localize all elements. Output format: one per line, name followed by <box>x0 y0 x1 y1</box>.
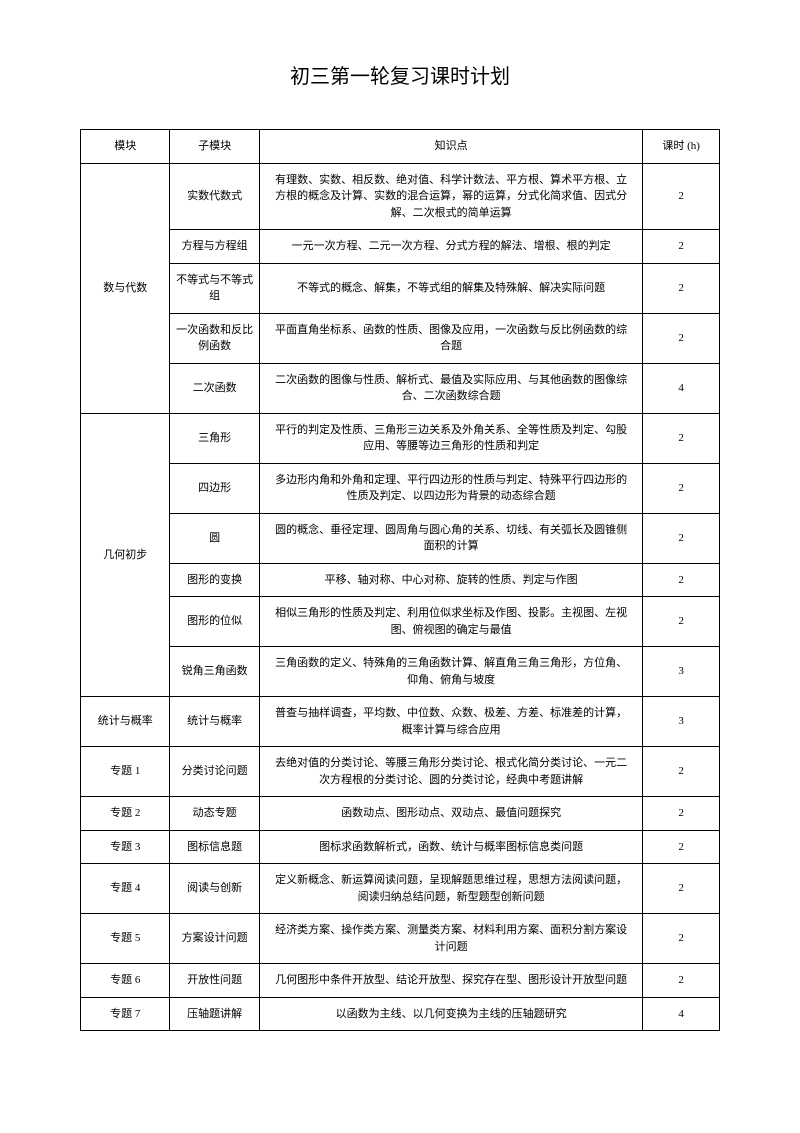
knowledge-cell: 相似三角形的性质及判定、利用位似求坐标及作图、投影。主视图、左视图、俯视图的确定… <box>259 597 642 647</box>
module-cell: 专题 7 <box>81 997 170 1031</box>
table-row: 数与代数实数代数式有理数、实数、相反数、绝对值、科学计数法、平方根、算术平方根、… <box>81 163 720 230</box>
module-cell: 专题 5 <box>81 914 170 964</box>
hours-cell: 2 <box>643 964 720 998</box>
submodule-cell: 锐角三角函数 <box>170 647 259 697</box>
submodule-cell: 分类讨论问题 <box>170 747 259 797</box>
header-sub: 子模块 <box>170 130 259 164</box>
table-row: 统计与概率统计与概率普查与抽样调查，平均数、中位数、众数、极差、方差、标准差的计… <box>81 697 720 747</box>
hours-cell: 2 <box>643 413 720 463</box>
submodule-cell: 二次函数 <box>170 363 259 413</box>
table-row: 一次函数和反比例函数平面直角坐标系、函数的性质、图像及应用，一次函数与反比例函数… <box>81 313 720 363</box>
header-module: 模块 <box>81 130 170 164</box>
submodule-cell: 阅读与创新 <box>170 864 259 914</box>
table-row: 图形的位似相似三角形的性质及判定、利用位似求坐标及作图、投影。主视图、左视图、俯… <box>81 597 720 647</box>
hours-cell: 2 <box>643 747 720 797</box>
submodule-cell: 图形的位似 <box>170 597 259 647</box>
module-cell: 专题 4 <box>81 864 170 914</box>
hours-cell: 4 <box>643 997 720 1031</box>
hours-cell: 2 <box>643 313 720 363</box>
knowledge-cell: 平移、轴对称、中心对称、旋转的性质、判定与作图 <box>259 563 642 597</box>
module-cell: 几何初步 <box>81 413 170 697</box>
submodule-cell: 方程与方程组 <box>170 230 259 264</box>
submodule-cell: 动态专题 <box>170 797 259 831</box>
submodule-cell: 压轴题讲解 <box>170 997 259 1031</box>
submodule-cell: 三角形 <box>170 413 259 463</box>
header-hours: 课时 (h) <box>643 130 720 164</box>
page-title: 初三第一轮复习课时计划 <box>80 60 720 89</box>
knowledge-cell: 平面直角坐标系、函数的性质、图像及应用，一次函数与反比例函数的综合题 <box>259 313 642 363</box>
submodule-cell: 图形的变换 <box>170 563 259 597</box>
schedule-table: 模块 子模块 知识点 课时 (h) 数与代数实数代数式有理数、实数、相反数、绝对… <box>80 129 720 1031</box>
submodule-cell: 四边形 <box>170 463 259 513</box>
table-row: 方程与方程组一元一次方程、二元一次方程、分式方程的解法、增根、根的判定2 <box>81 230 720 264</box>
table-row: 锐角三角函数三角函数的定义、特殊角的三角函数计算、解直角三角三角形，方位角、仰角… <box>81 647 720 697</box>
table-row: 专题 5方案设计问题经济类方案、操作类方案、测量类方案、材料利用方案、面积分割方… <box>81 914 720 964</box>
table-row: 专题 6开放性问题几何图形中条件开放型、结论开放型、探究存在型、图形设计开放型问… <box>81 964 720 998</box>
knowledge-cell: 二次函数的图像与性质、解析式、最值及实际应用、与其他函数的图像综合、二次函数综合… <box>259 363 642 413</box>
table-header-row: 模块 子模块 知识点 课时 (h) <box>81 130 720 164</box>
module-cell: 专题 1 <box>81 747 170 797</box>
table-row: 专题 3图标信息题图标求函数解析式，函数、统计与概率图标信息类问题2 <box>81 830 720 864</box>
knowledge-cell: 以函数为主线、以几何变换为主线的压轴题研究 <box>259 997 642 1031</box>
submodule-cell: 圆 <box>170 513 259 563</box>
table-row: 图形的变换平移、轴对称、中心对称、旋转的性质、判定与作图2 <box>81 563 720 597</box>
module-cell: 专题 3 <box>81 830 170 864</box>
knowledge-cell: 有理数、实数、相反数、绝对值、科学计数法、平方根、算术平方根、立方根的概念及计算… <box>259 163 642 230</box>
table-row: 专题 7压轴题讲解以函数为主线、以几何变换为主线的压轴题研究4 <box>81 997 720 1031</box>
hours-cell: 2 <box>643 513 720 563</box>
knowledge-cell: 图标求函数解析式，函数、统计与概率图标信息类问题 <box>259 830 642 864</box>
hours-cell: 2 <box>643 263 720 313</box>
module-cell: 专题 2 <box>81 797 170 831</box>
table-row: 不等式与不等式组不等式的概念、解集，不等式组的解集及特殊解、解决实际问题2 <box>81 263 720 313</box>
submodule-cell: 不等式与不等式组 <box>170 263 259 313</box>
submodule-cell: 开放性问题 <box>170 964 259 998</box>
table-row: 专题 1分类讨论问题去绝对值的分类讨论、等腰三角形分类讨论、根式化简分类讨论、一… <box>81 747 720 797</box>
hours-cell: 2 <box>643 830 720 864</box>
submodule-cell: 实数代数式 <box>170 163 259 230</box>
knowledge-cell: 经济类方案、操作类方案、测量类方案、材料利用方案、面积分割方案设计问题 <box>259 914 642 964</box>
hours-cell: 2 <box>643 563 720 597</box>
table-row: 四边形多边形内角和外角和定理、平行四边形的性质与判定、特殊平行四边形的性质及判定… <box>81 463 720 513</box>
table-row: 二次函数二次函数的图像与性质、解析式、最值及实际应用、与其他函数的图像综合、二次… <box>81 363 720 413</box>
table-row: 圆圆的概念、垂径定理、圆周角与圆心角的关系、切线、有关弧长及圆锥侧面积的计算2 <box>81 513 720 563</box>
submodule-cell: 方案设计问题 <box>170 914 259 964</box>
knowledge-cell: 函数动点、图形动点、双动点、最值问题探究 <box>259 797 642 831</box>
hours-cell: 3 <box>643 697 720 747</box>
hours-cell: 2 <box>643 230 720 264</box>
submodule-cell: 图标信息题 <box>170 830 259 864</box>
knowledge-cell: 平行的判定及性质、三角形三边关系及外角关系、全等性质及判定、勾股应用、等腰等边三… <box>259 413 642 463</box>
knowledge-cell: 一元一次方程、二元一次方程、分式方程的解法、增根、根的判定 <box>259 230 642 264</box>
hours-cell: 2 <box>643 914 720 964</box>
knowledge-cell: 多边形内角和外角和定理、平行四边形的性质与判定、特殊平行四边形的性质及判定、以四… <box>259 463 642 513</box>
module-cell: 统计与概率 <box>81 697 170 747</box>
knowledge-cell: 几何图形中条件开放型、结论开放型、探究存在型、图形设计开放型问题 <box>259 964 642 998</box>
hours-cell: 2 <box>643 163 720 230</box>
knowledge-cell: 不等式的概念、解集，不等式组的解集及特殊解、解决实际问题 <box>259 263 642 313</box>
header-knowledge: 知识点 <box>259 130 642 164</box>
knowledge-cell: 三角函数的定义、特殊角的三角函数计算、解直角三角三角形，方位角、仰角、俯角与坡度 <box>259 647 642 697</box>
knowledge-cell: 普查与抽样调查，平均数、中位数、众数、极差、方差、标准差的计算，概率计算与综合应… <box>259 697 642 747</box>
submodule-cell: 一次函数和反比例函数 <box>170 313 259 363</box>
hours-cell: 2 <box>643 797 720 831</box>
submodule-cell: 统计与概率 <box>170 697 259 747</box>
table-row: 专题 4阅读与创新定义新概念、新运算阅读问题，呈现解题思维过程，思想方法阅读问题… <box>81 864 720 914</box>
knowledge-cell: 定义新概念、新运算阅读问题，呈现解题思维过程，思想方法阅读问题，阅读归纳总结问题… <box>259 864 642 914</box>
module-cell: 数与代数 <box>81 163 170 413</box>
module-cell: 专题 6 <box>81 964 170 998</box>
knowledge-cell: 圆的概念、垂径定理、圆周角与圆心角的关系、切线、有关弧长及圆锥侧面积的计算 <box>259 513 642 563</box>
knowledge-cell: 去绝对值的分类讨论、等腰三角形分类讨论、根式化简分类讨论、一元二次方程根的分类讨… <box>259 747 642 797</box>
hours-cell: 2 <box>643 597 720 647</box>
hours-cell: 4 <box>643 363 720 413</box>
table-row: 专题 2动态专题函数动点、图形动点、双动点、最值问题探究2 <box>81 797 720 831</box>
hours-cell: 2 <box>643 463 720 513</box>
table-row: 几何初步三角形平行的判定及性质、三角形三边关系及外角关系、全等性质及判定、勾股应… <box>81 413 720 463</box>
hours-cell: 3 <box>643 647 720 697</box>
hours-cell: 2 <box>643 864 720 914</box>
